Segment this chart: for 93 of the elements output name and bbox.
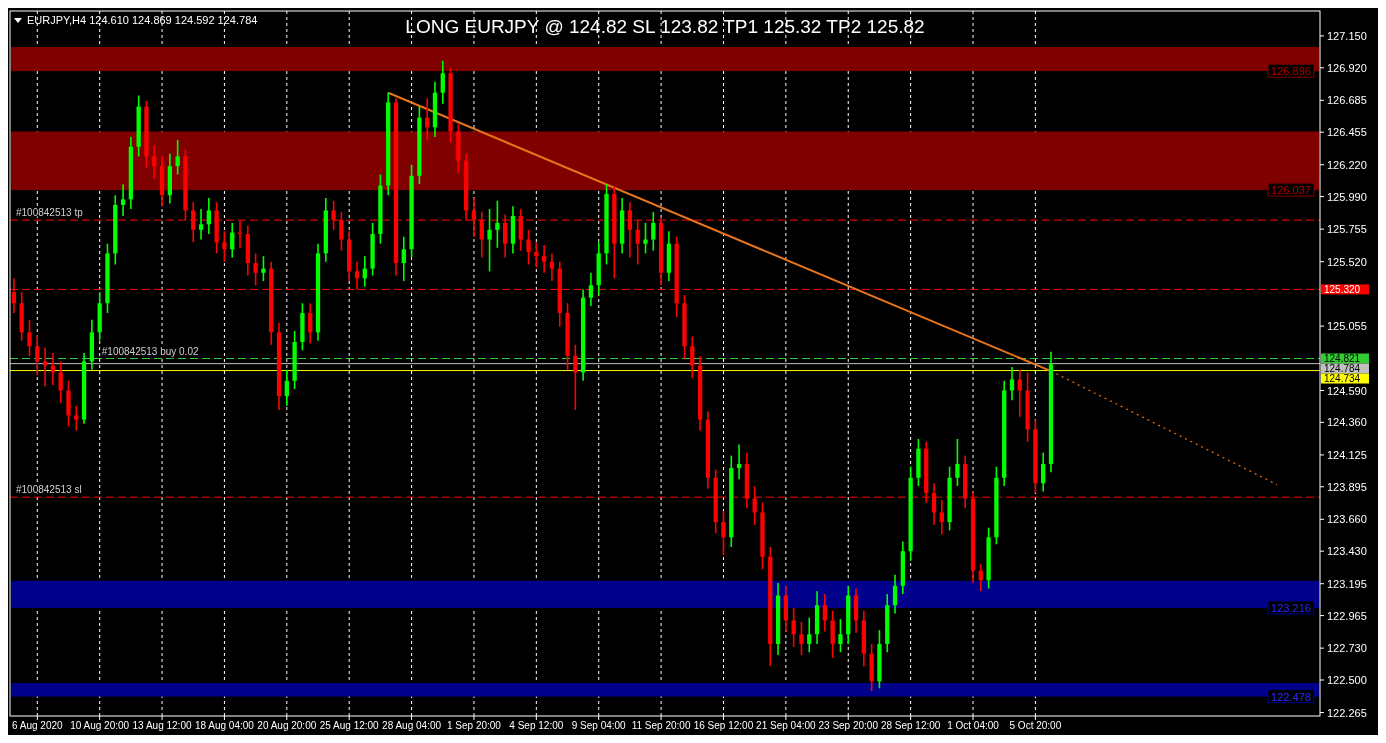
y-tick-label: 126.220 bbox=[1327, 158, 1367, 171]
x-tick-label: 4 Sep 12:00 bbox=[509, 720, 564, 731]
x-tick-label: 5 Oct 20:00 bbox=[1009, 720, 1062, 731]
y-tick-label: 123.195 bbox=[1327, 577, 1367, 590]
candlestick bbox=[495, 199, 500, 249]
x-tick-label: 18 Aug 04:00 bbox=[194, 720, 255, 731]
y-tick-label: 122.730 bbox=[1327, 642, 1367, 655]
candlestick bbox=[955, 438, 960, 487]
candlestick bbox=[27, 319, 32, 357]
band-label: 126.037 bbox=[1271, 184, 1311, 197]
y-tick-label: 125.520 bbox=[1327, 255, 1367, 268]
candlestick bbox=[822, 593, 827, 633]
y-tick-label: 126.685 bbox=[1327, 94, 1367, 107]
y-tick-label: 123.660 bbox=[1327, 513, 1367, 526]
candlestick bbox=[253, 252, 258, 287]
candlestick bbox=[222, 230, 227, 263]
candlestick bbox=[120, 183, 126, 217]
candlestick bbox=[1009, 366, 1015, 401]
y-tick-label: 122.965 bbox=[1327, 609, 1367, 622]
x-tick-label: 20 Aug 20:00 bbox=[257, 720, 317, 731]
x-tick-label: 9 Sep 04:00 bbox=[571, 720, 627, 731]
annotation: #100842513 buy 0.02 bbox=[101, 345, 199, 357]
candlestick bbox=[206, 197, 211, 235]
x-tick-label: 21 Sep 04:00 bbox=[756, 720, 817, 731]
candlestick bbox=[549, 252, 555, 282]
candlestick bbox=[308, 302, 313, 345]
candlestick bbox=[1017, 368, 1022, 418]
candlestick bbox=[588, 271, 594, 307]
ref-line-label: 124.734 bbox=[1324, 373, 1361, 385]
candlestick bbox=[643, 222, 648, 255]
candlestick bbox=[690, 335, 695, 379]
chart-title: LONG EURJPY @ 124.82 SL 123.82 TP1 125.32 TP2 125.82 bbox=[405, 16, 925, 37]
candlestick bbox=[42, 346, 48, 388]
x-tick-label: 11 Sep 20:00 bbox=[631, 720, 691, 731]
x-tick-label: 25 Aug 12:00 bbox=[319, 720, 380, 731]
y-tick-label: 125.755 bbox=[1327, 223, 1367, 236]
candlestick bbox=[230, 222, 235, 259]
y-tick-label: 125.990 bbox=[1327, 190, 1367, 203]
x-tick-label: 1 Oct 04:00 bbox=[947, 720, 1000, 731]
ref-line-label: 124.821 bbox=[1324, 353, 1361, 365]
y-tick-label: 126.455 bbox=[1327, 126, 1367, 139]
candlestick bbox=[401, 235, 406, 282]
candlestick bbox=[58, 360, 63, 404]
candlestick bbox=[50, 352, 56, 386]
x-tick-label: 1 Sep 20:00 bbox=[446, 720, 502, 731]
ref-line-label: 125.320 bbox=[1324, 283, 1361, 295]
candlestick bbox=[791, 607, 796, 648]
y-tick-label: 126.920 bbox=[1327, 61, 1367, 74]
y-tick-label: 122.500 bbox=[1327, 673, 1367, 686]
band-label: 123.216 bbox=[1271, 601, 1311, 614]
candlestick bbox=[799, 621, 804, 656]
x-tick-label: 10 Aug 20:00 bbox=[70, 720, 130, 731]
x-tick-label: 23 Sep 20:00 bbox=[818, 720, 879, 731]
candlestick bbox=[1041, 452, 1046, 493]
candlestick bbox=[830, 609, 835, 659]
x-tick-label: 28 Aug 04:00 bbox=[382, 720, 442, 731]
annotation: #100842513 tp bbox=[16, 207, 84, 219]
y-tick-label: 124.360 bbox=[1327, 416, 1367, 429]
x-tick-label: 13 Aug 12:00 bbox=[132, 720, 192, 731]
annotation: EURJPY,H4 124.610 124.869 124.592 124.784 bbox=[27, 14, 258, 26]
candlestick bbox=[354, 260, 360, 291]
candlestick bbox=[541, 244, 547, 274]
x-tick-label: 6 Aug 2020 bbox=[11, 720, 64, 731]
candlestick bbox=[892, 573, 898, 615]
candlestick bbox=[175, 139, 180, 176]
candlestick bbox=[939, 499, 944, 536]
candlestick bbox=[573, 344, 578, 411]
y-tick-label: 122.265 bbox=[1327, 706, 1367, 719]
candlestick bbox=[198, 208, 204, 241]
candlestick bbox=[487, 208, 492, 273]
candlestick bbox=[721, 510, 726, 557]
y-tick-label: 123.430 bbox=[1327, 545, 1367, 558]
candlestick bbox=[807, 616, 812, 654]
candlestick bbox=[74, 404, 79, 432]
y-tick-label: 125.055 bbox=[1327, 320, 1367, 333]
y-tick-label: 124.125 bbox=[1327, 448, 1367, 461]
candlestick bbox=[440, 60, 445, 105]
candlestick bbox=[261, 255, 266, 282]
annotation: #100842513 sl bbox=[16, 484, 82, 496]
y-tick-label: 127.150 bbox=[1327, 29, 1367, 42]
y-tick-label: 123.895 bbox=[1327, 480, 1367, 493]
band-label: 122.478 bbox=[1271, 690, 1311, 703]
candlestick bbox=[838, 618, 843, 654]
candlestick bbox=[526, 229, 531, 266]
x-tick-label: 16 Sep 12:00 bbox=[693, 720, 754, 731]
x-tick-label: 28 Sep 12:00 bbox=[880, 720, 941, 731]
candlestick bbox=[284, 368, 289, 407]
candlestick bbox=[152, 144, 157, 180]
candlestick bbox=[651, 211, 656, 252]
band-label: 126.896 bbox=[1271, 65, 1311, 78]
y-tick-label: 124.590 bbox=[1327, 384, 1367, 397]
ref-line-label: 124.784 bbox=[1324, 363, 1361, 375]
candlestick bbox=[35, 334, 40, 377]
